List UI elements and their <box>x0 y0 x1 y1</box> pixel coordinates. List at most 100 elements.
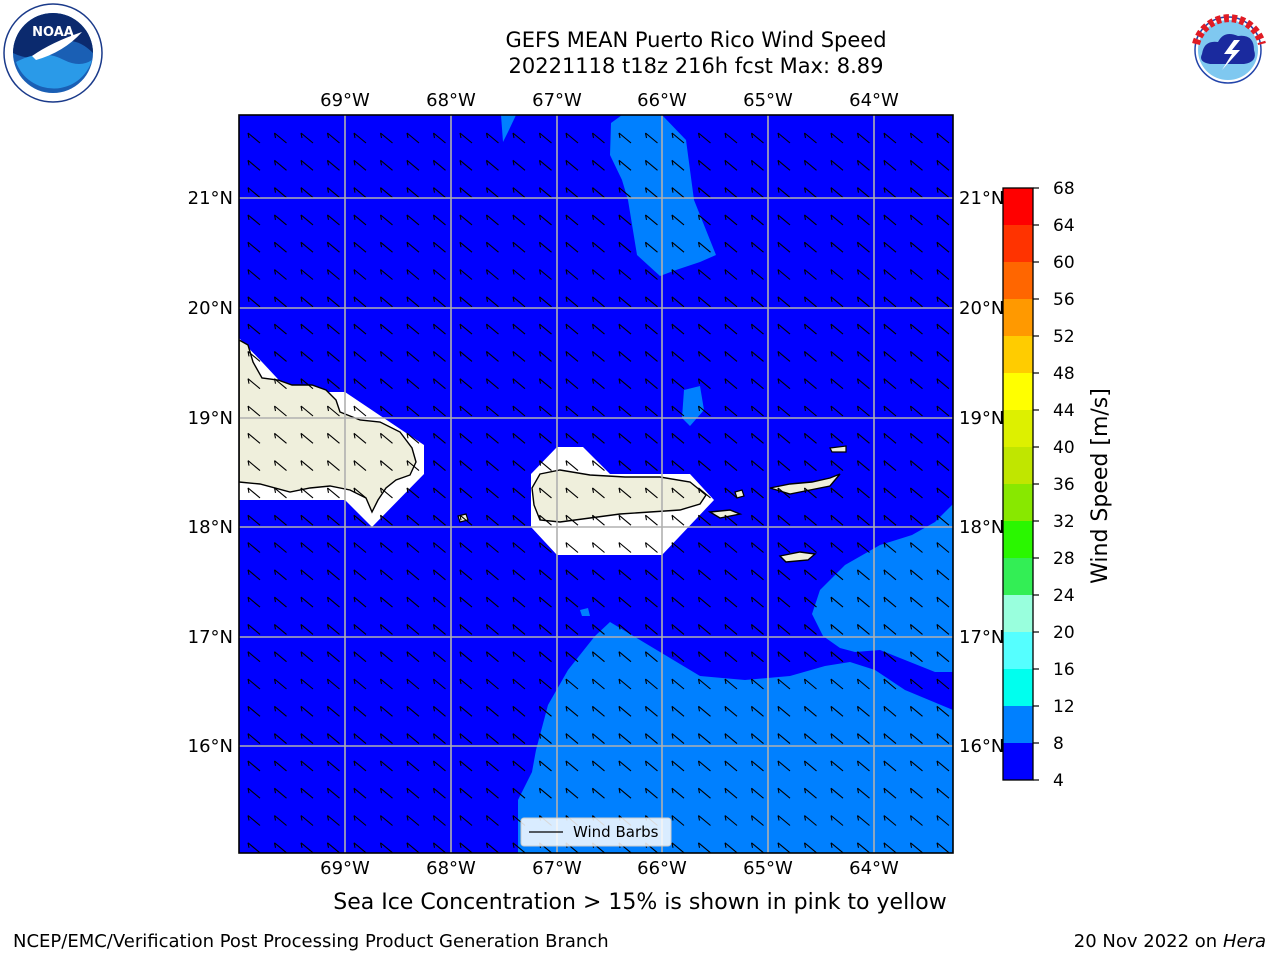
lat-label-left: 20°N <box>188 298 233 319</box>
wind-barb <box>379 187 393 199</box>
wind-barb <box>591 378 605 390</box>
wind-barb <box>485 214 499 226</box>
wind-barb <box>856 460 870 472</box>
wind-barb <box>936 460 950 472</box>
wind-barb <box>644 296 658 308</box>
wind-barb <box>565 623 579 635</box>
wind-barb <box>803 378 817 390</box>
wind-barb <box>326 787 340 799</box>
wind-barb <box>485 542 499 553</box>
wind-barb <box>565 132 579 144</box>
wind-barb <box>750 705 764 717</box>
wind-barb <box>326 241 340 253</box>
wind-barb <box>591 241 605 253</box>
wind-barb <box>883 514 897 526</box>
map-legend: Wind Barbs <box>520 817 672 847</box>
wind-barb <box>326 350 340 362</box>
wind-barb <box>697 132 711 144</box>
wind-barb <box>618 432 632 444</box>
wind-barb <box>883 623 897 635</box>
wind-barb <box>830 296 844 308</box>
wind-barb <box>512 187 526 199</box>
wind-barb <box>273 132 287 144</box>
footer-date-text: 20 Nov 2022 on <box>1073 931 1218 952</box>
wind-barb <box>300 542 314 553</box>
wind-barb <box>909 787 923 799</box>
wind-barb <box>432 623 446 635</box>
wind-barb <box>936 842 950 853</box>
wind-barb <box>406 678 420 690</box>
wind-barb <box>618 760 632 772</box>
wind-barb <box>485 323 499 335</box>
wind-barb <box>247 187 261 199</box>
wind-barb <box>750 378 764 390</box>
wind-barb <box>565 405 579 417</box>
lat-label-right: 20°N <box>959 298 1004 319</box>
wind-barb <box>247 460 261 472</box>
wind-barb <box>353 542 367 553</box>
wind-barb <box>591 432 605 444</box>
st-croix-island <box>778 551 817 563</box>
wind-barb <box>326 432 340 444</box>
wind-barb <box>273 760 287 772</box>
noaa-logo-text: NOAA <box>32 25 74 40</box>
wind-barb <box>326 132 340 144</box>
wind-barb <box>273 705 287 717</box>
wind-barb <box>273 733 287 745</box>
wind-barb <box>777 787 791 799</box>
wind-barb <box>724 432 738 444</box>
wind-barb <box>750 214 764 226</box>
wind-barb <box>803 787 817 799</box>
wind-barb <box>353 815 367 826</box>
wind-barb <box>697 214 711 226</box>
wind-barb <box>432 159 446 171</box>
wind-barb <box>379 214 393 226</box>
wind-barb <box>697 241 711 253</box>
wind-barb <box>591 705 605 717</box>
wind-barb <box>485 623 499 635</box>
wind-barb <box>909 350 923 362</box>
wind-barb <box>909 432 923 444</box>
wind-barb <box>538 678 552 690</box>
lon-label-bottom: 69°W <box>320 858 370 879</box>
wind-barb <box>830 405 844 417</box>
wind-barb <box>909 132 923 144</box>
wind-barb <box>697 350 711 362</box>
wind-barb <box>644 378 658 390</box>
wind-barb <box>247 323 261 335</box>
wind-barb <box>512 596 526 608</box>
wind-barb <box>724 187 738 199</box>
wind-barb <box>273 596 287 608</box>
wind-barb <box>618 514 632 526</box>
lat-label-left: 21°N <box>188 188 233 209</box>
wind-barb <box>671 350 685 362</box>
wind-barb <box>777 378 791 390</box>
wind-barb <box>512 159 526 171</box>
wind-barb <box>485 350 499 362</box>
wind-barb <box>512 378 526 390</box>
wind-barb <box>644 542 658 553</box>
wind-barb <box>247 760 261 772</box>
wind-barb <box>936 733 950 745</box>
wind-barb <box>724 159 738 171</box>
wind-barb <box>671 214 685 226</box>
wind-barb <box>459 514 473 526</box>
wind-barb <box>803 460 817 472</box>
wind-barb <box>883 705 897 717</box>
wind-barb <box>671 241 685 253</box>
lon-label-bottom: 67°W <box>532 858 582 879</box>
wind-barb <box>618 569 632 581</box>
wind-barb <box>247 787 261 799</box>
colorbar-swatch <box>1003 706 1033 744</box>
colorbar-swatch <box>1003 558 1033 596</box>
wind-barb <box>432 760 446 772</box>
wind-barb <box>883 350 897 362</box>
wind-barb <box>724 733 738 745</box>
wind-barb <box>406 623 420 635</box>
wind-barb <box>379 815 393 826</box>
wind-barb <box>300 405 314 417</box>
wind-barb <box>591 269 605 280</box>
wind-barb <box>538 214 552 226</box>
wind-barb <box>326 815 340 826</box>
wind-barb <box>671 760 685 772</box>
